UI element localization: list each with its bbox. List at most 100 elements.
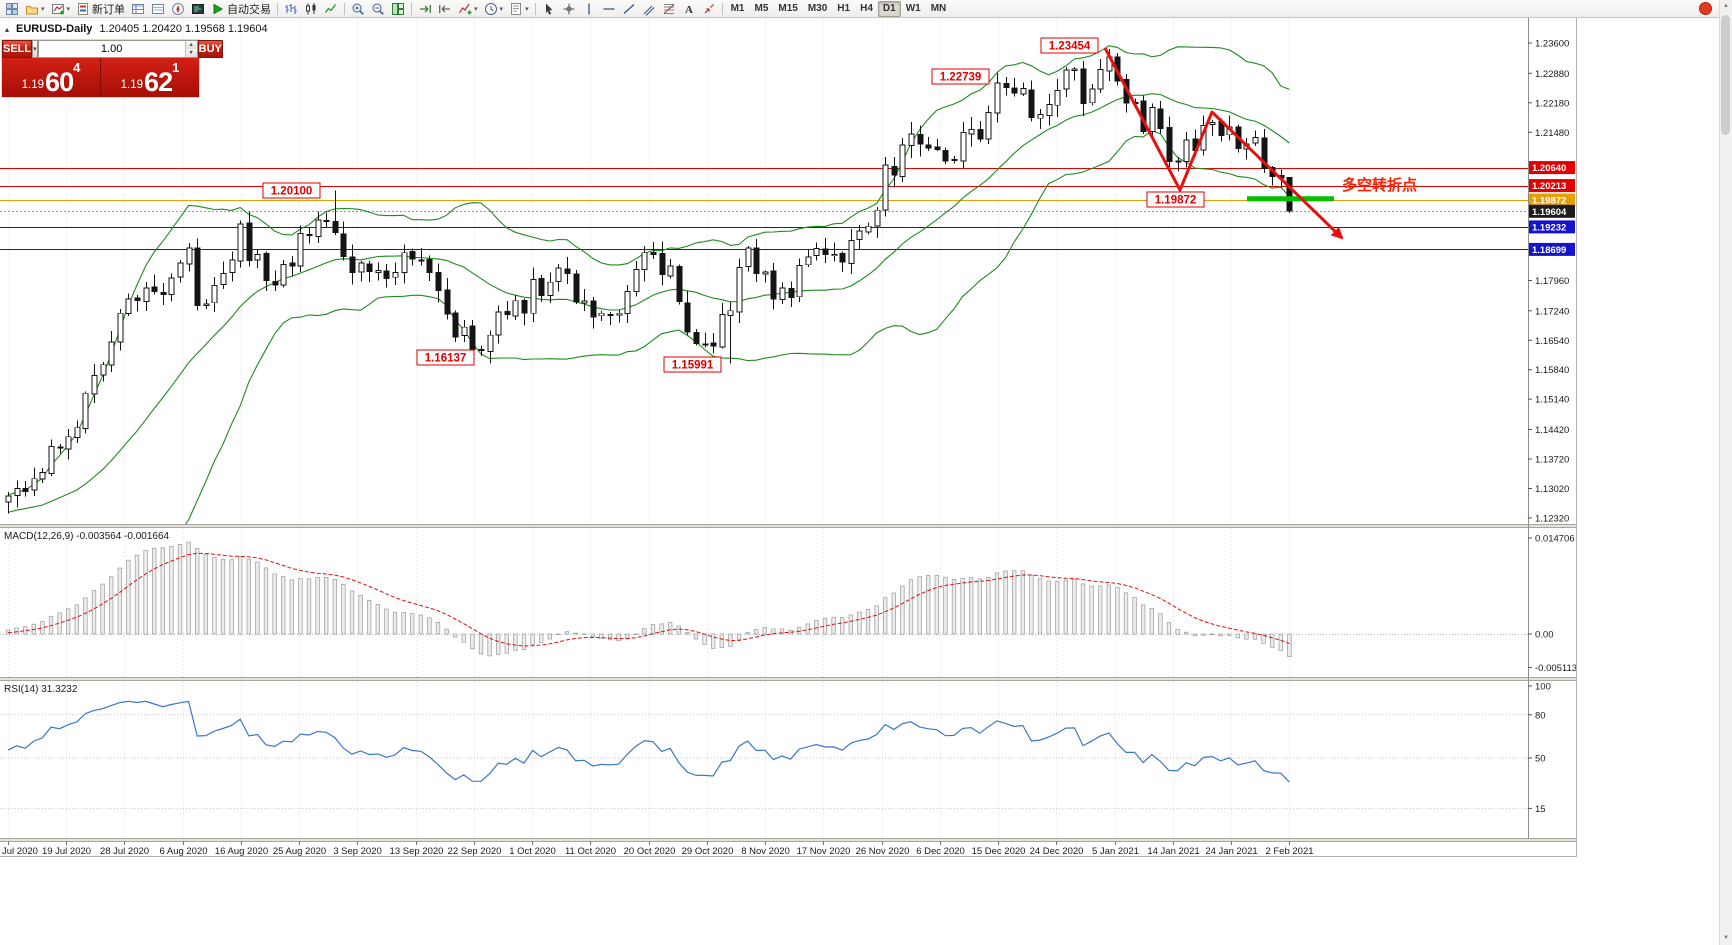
text-tool-button[interactable]: A (679, 1, 699, 17)
new-order-button[interactable]: 新订单 (73, 1, 128, 17)
time-axis[interactable]: Jul 2020 19 Jul 2020 28 Jul 2020 6 Aug 2020… (2, 841, 1314, 856)
periods-button[interactable]: ▾ (481, 1, 507, 17)
svg-text:1.17240: 1.17240 (1535, 306, 1569, 317)
auto-scroll-button[interactable] (415, 1, 435, 17)
data-window-button[interactable] (148, 1, 168, 17)
zoom-out-button[interactable] (368, 1, 388, 17)
bar-chart-mode-button[interactable] (281, 1, 301, 17)
bid-price-button[interactable]: 1.19 60 4 (2, 58, 100, 97)
ask-price-button[interactable]: 1.19 62 1 (100, 58, 199, 97)
sell-button[interactable]: SELL (2, 40, 33, 58)
timeframe-h1-button[interactable]: H1 (832, 1, 855, 17)
timeframe-h4-button[interactable]: H4 (855, 1, 878, 17)
vertical-line-tool-button[interactable] (579, 1, 599, 17)
svg-text:1.19872: 1.19872 (1155, 195, 1197, 207)
pane-separator[interactable] (0, 677, 1576, 681)
volume-input[interactable] (38, 41, 185, 57)
play-icon (211, 2, 225, 16)
timeframe-m5-button[interactable]: M5 (749, 1, 773, 17)
arrows-tool-button[interactable] (699, 1, 719, 17)
chart-canvas[interactable]: 1.23454 1.22739 1.20100 1.19872 1.16137 1.159… (0, 18, 1576, 856)
chart-window[interactable]: 1.23454 1.22739 1.20100 1.19872 1.16137 1.159… (0, 18, 1577, 857)
toolbar-button-label: M1 (730, 3, 745, 14)
chart-shift-button[interactable] (435, 1, 455, 17)
ask-pip-digit: 1 (172, 60, 180, 75)
dropdown-arrow-icon: ▾ (499, 5, 504, 13)
svg-text:1.17960: 1.17960 (1535, 276, 1569, 287)
crosshair-icon (562, 2, 576, 16)
templates-button[interactable]: ▾ (506, 1, 532, 17)
pane-separator[interactable] (0, 524, 1576, 528)
toolbar-button-label: M5 (754, 3, 769, 14)
periods-icon (484, 2, 498, 16)
toolbar-button-label: 新订单 (92, 3, 126, 16)
terminal-button[interactable] (188, 1, 208, 17)
ask-big-digits: 62 (144, 67, 173, 97)
price-axis[interactable]: 1.23600 1.22880 1.22180 1.21480 1.17960 1.172… (1528, 18, 1576, 838)
svg-text:11 Oct 2020: 11 Oct 2020 (565, 846, 616, 856)
svg-text:1.13020: 1.13020 (1535, 484, 1569, 495)
svg-text:5 Jan 2021: 5 Jan 2021 (1092, 846, 1139, 856)
timeframe-m1-button[interactable]: M1 (726, 1, 750, 17)
scrollbar-down-button[interactable]: ▼ (1723, 935, 1729, 941)
newchart-icon (51, 2, 65, 16)
scrollbar-thumb[interactable] (1721, 15, 1730, 135)
spinner-up-icon[interactable]: ▲ (185, 41, 197, 49)
autotrading-button[interactable]: 自动交易 (208, 1, 274, 17)
crosshair-tool-button[interactable] (559, 1, 579, 17)
tile-icon (391, 2, 405, 16)
candlechart-icon (304, 2, 318, 16)
zoom-in-button[interactable] (348, 1, 368, 17)
toolbar-separator (344, 2, 346, 15)
horizontal-line-tool-button[interactable] (599, 1, 619, 17)
trendline-tool-button[interactable] (619, 1, 639, 17)
channel-icon (642, 2, 656, 16)
connection-status-icon[interactable] (1699, 2, 1712, 15)
svg-text:1.21480: 1.21480 (1535, 128, 1569, 139)
tile-windows-button[interactable] (388, 1, 408, 17)
svg-text:6 Aug 2020: 6 Aug 2020 (159, 846, 207, 856)
svg-text:8 Nov 2020: 8 Nov 2020 (741, 846, 790, 856)
cn-annotation[interactable]: 多空转折点 (1342, 176, 1417, 194)
candlestick-mode-button[interactable] (301, 1, 321, 17)
symbol-timeframe-label: EURUSD-Daily (16, 23, 93, 35)
new-chart-button[interactable]: ▾ (48, 1, 74, 17)
chart-windows-button[interactable] (2, 1, 22, 17)
volume-dropdown-button[interactable]: ▾ (32, 40, 38, 58)
vertical-scrollbar[interactable]: ▲ ▼ (1719, 0, 1732, 945)
scrollbar-up-button[interactable]: ▲ (1723, 3, 1729, 9)
fibonacci-tool-button[interactable] (659, 1, 679, 17)
autoscroll-icon (418, 2, 432, 16)
channel-tool-button[interactable] (639, 1, 659, 17)
timeframe-w1-button[interactable]: W1 (901, 1, 926, 17)
spinner-down-icon[interactable]: ▼ (185, 49, 197, 57)
dropdown-arrow-icon: ▾ (41, 5, 45, 13)
timeframe-m15-button[interactable]: M15 (773, 1, 802, 17)
cursor-tool-button[interactable] (539, 1, 559, 17)
svg-text:2 Feb 2021: 2 Feb 2021 (1265, 846, 1313, 856)
line-chart-mode-button[interactable] (321, 1, 341, 17)
toolbar-separator (721, 2, 723, 15)
trendline-icon (622, 2, 636, 16)
volume-spinner[interactable]: ▲ ▼ (184, 41, 197, 57)
grid-icon (5, 2, 19, 16)
timeframe-m30-button[interactable]: M30 (803, 1, 832, 17)
trend-arrow[interactable] (1103, 47, 1344, 240)
buy-button[interactable]: BUY (197, 40, 223, 58)
svg-text:22 Sep 2020: 22 Sep 2020 (448, 846, 502, 856)
zoomin-icon (351, 2, 365, 16)
marketwatch-icon (131, 2, 145, 16)
pane-separator[interactable] (0, 838, 1576, 842)
navigator-button[interactable] (168, 1, 188, 17)
toolbar-button-label: M30 (807, 3, 828, 14)
indicators-button[interactable]: ▾ (455, 1, 481, 17)
one-click-collapse-icon[interactable]: ▴ (5, 24, 10, 34)
market-watch-button[interactable] (128, 1, 148, 17)
svg-text:15 Dec 2020: 15 Dec 2020 (972, 846, 1026, 856)
timeframe-mn-button[interactable]: MN (926, 1, 952, 17)
profiles-button[interactable]: ▾ (22, 1, 48, 17)
horizontal-level-lines[interactable] (0, 168, 1528, 250)
fibo-icon (662, 2, 676, 16)
timeframe-d1-button[interactable]: D1 (877, 0, 901, 17)
price-annotations[interactable]: 1.23454 1.22739 1.20100 1.19872 1.16137 1.159… (262, 37, 1205, 373)
